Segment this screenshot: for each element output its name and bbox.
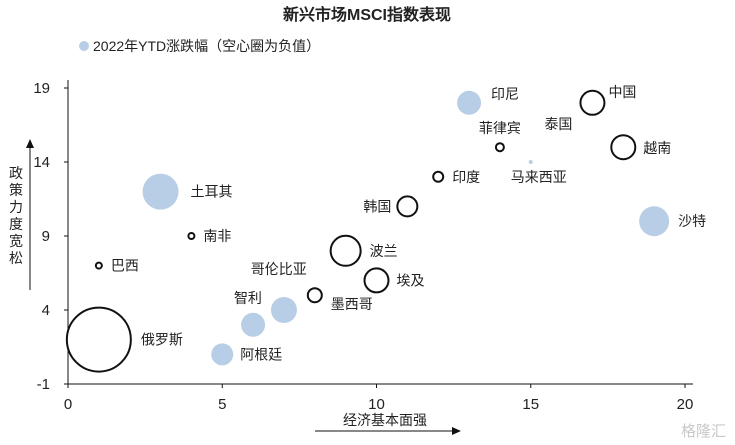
y-tick-label: 4 [42,302,50,319]
data-label: 中国 [608,84,636,100]
y-tick-label: 9 [42,228,50,245]
x-tick-label: 15 [522,396,539,413]
y-axis-label: 政策力度宽松 [9,165,23,266]
data-label: 巴西 [111,258,139,274]
data-label: 智利 [234,290,262,306]
data-label: 阿根廷 [240,346,282,362]
data-label: 哥伦比亚 [251,261,307,277]
bubble [363,267,390,294]
data-label: 印度 [452,169,480,185]
watermark-text: 格隆汇 [681,423,726,440]
y-tick-label: 19 [33,80,50,97]
y-axis-title: 政策力度宽松 [9,139,34,290]
y-tick-label: -1 [37,376,50,393]
data-label: 俄罗斯 [141,332,183,348]
data-label: 南非 [203,228,231,244]
x-axis-title: 经济基本面强 [315,412,461,435]
data-label: 韩国 [363,198,391,214]
bubble [457,90,482,115]
x-axis-label: 经济基本面强 [343,412,427,428]
data-label: 墨西哥 [331,296,373,312]
data-label: 泰国 [544,116,572,132]
bubble [187,232,196,240]
bubble [579,89,606,116]
data-label: 埃及 [397,272,425,288]
bubble [528,160,533,164]
bubble [610,134,637,161]
bubble [306,287,323,304]
x-tick-label: 10 [368,396,385,413]
data-label: 土耳其 [191,184,233,200]
legend-marker [79,41,89,51]
bubble [241,312,266,337]
data-label: 沙特 [678,213,706,229]
data-label: 马来西亚 [511,169,567,185]
y-tick-label: 14 [33,154,50,171]
data-label: 波兰 [370,243,398,259]
bubble [65,306,132,373]
bubble [329,234,362,267]
bubble [494,142,505,153]
bubble [211,343,234,366]
x-tick-label: 5 [218,396,226,413]
chart-title: 新兴市场MSCI指数表现 [283,5,451,24]
x-tick-label: 20 [677,396,694,413]
bubble [270,297,297,323]
bubble [94,261,103,270]
bubble [396,195,419,218]
data-label: 越南 [643,140,671,156]
data-label: 印尼 [491,86,519,102]
bubble [432,170,445,183]
data-label: 菲律宾 [479,120,521,136]
legend-label: 2022年YTD涨跌幅（空心圈为负值） [93,38,320,54]
x-tick-label: 0 [64,396,72,413]
bubble [639,206,670,237]
bubble [142,173,179,210]
